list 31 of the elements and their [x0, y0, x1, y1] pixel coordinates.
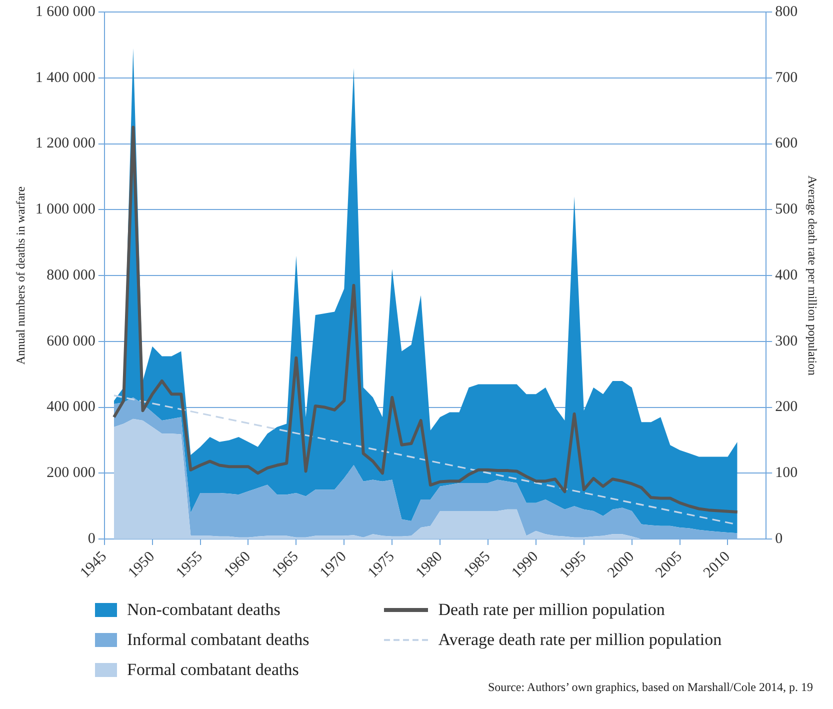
y2-tick-label: 400 — [775, 267, 798, 284]
y2-tick-label: 500 — [775, 202, 798, 218]
x-tick-label: 1990 — [509, 548, 542, 582]
y-tick-label: 800 000 — [46, 267, 96, 284]
y2-tick-label: 700 — [775, 70, 798, 86]
legend-label: Death rate per million population — [438, 600, 665, 620]
y-tick-label: 1 400 000 — [35, 70, 96, 86]
x-tick-label: 1980 — [413, 548, 446, 582]
y2-tick-label: 0 — [775, 530, 783, 547]
legend-label: Informal combatant deaths — [127, 630, 310, 650]
x-tick-label: 1950 — [125, 548, 158, 582]
y2-tick-label: 800 — [775, 4, 798, 20]
source-note: Source: Authors’ own graphics, based on Marshall/Cole 2014, p. 19 — [488, 680, 813, 695]
legend-label: Formal combatant deaths — [127, 660, 299, 680]
y-tick-label: 1 600 000 — [35, 4, 96, 20]
y2-tick-label: 300 — [775, 333, 798, 350]
y-tick-label: 400 000 — [46, 399, 96, 416]
legend-label: Non-combatant deaths — [127, 600, 280, 620]
y2-axis-title: Average death rate per million population — [806, 176, 820, 376]
legend-label: Average death rate per million population — [438, 630, 722, 650]
y2-tick-label: 600 — [775, 136, 798, 152]
x-tick-label: 1960 — [221, 548, 254, 582]
y-tick-label: 600 000 — [46, 333, 96, 350]
y-tick-label: 0 — [88, 530, 96, 547]
y-axis-title: Annual numbers of deaths in warfare — [13, 186, 28, 365]
y2-tick-label: 100 — [775, 465, 798, 482]
y2-tick-label: 200 — [775, 399, 798, 416]
y-tick-label: 1 200 000 — [35, 136, 96, 152]
x-tick-label: 1970 — [317, 548, 350, 582]
y-tick-label: 1 000 000 — [35, 202, 96, 218]
y-tick-label: 200 000 — [46, 465, 96, 482]
